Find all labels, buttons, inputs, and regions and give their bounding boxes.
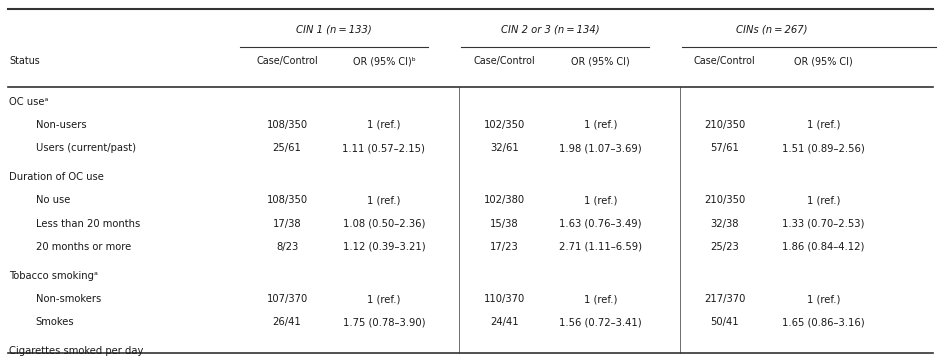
Text: 15/38: 15/38 bbox=[490, 219, 518, 229]
Text: 8/23: 8/23 bbox=[276, 242, 298, 252]
Text: 1.86 (0.84–4.12): 1.86 (0.84–4.12) bbox=[782, 242, 865, 252]
Text: Duration of OC use: Duration of OC use bbox=[9, 172, 104, 182]
Text: 210/350: 210/350 bbox=[704, 120, 745, 130]
Text: 25/23: 25/23 bbox=[710, 242, 739, 252]
Text: 1.12 (0.39–3.21): 1.12 (0.39–3.21) bbox=[343, 242, 425, 252]
Text: Cigarettes smoked per day: Cigarettes smoked per day bbox=[9, 346, 144, 356]
Text: 20 months or more: 20 months or more bbox=[36, 242, 131, 252]
Text: 1 (ref.): 1 (ref.) bbox=[367, 294, 401, 304]
Text: CIN 1 (n = 133): CIN 1 (n = 133) bbox=[296, 24, 372, 34]
Text: CINs (n = 267): CINs (n = 267) bbox=[736, 24, 807, 34]
Text: 1 (ref.): 1 (ref.) bbox=[806, 195, 840, 205]
Text: 17/38: 17/38 bbox=[273, 219, 301, 229]
Text: 1 (ref.): 1 (ref.) bbox=[583, 195, 617, 205]
Text: 1 (ref.): 1 (ref.) bbox=[583, 294, 617, 304]
Text: 57/61: 57/61 bbox=[710, 143, 739, 153]
Text: 1.33 (0.70–2.53): 1.33 (0.70–2.53) bbox=[782, 219, 865, 229]
Text: OR (95% CI): OR (95% CI) bbox=[571, 56, 630, 66]
Text: 110/370: 110/370 bbox=[484, 294, 525, 304]
Text: 1.51 (0.89–2.56): 1.51 (0.89–2.56) bbox=[782, 143, 865, 153]
Text: Smokes: Smokes bbox=[36, 317, 74, 327]
Text: 32/61: 32/61 bbox=[490, 143, 518, 153]
Text: CIN 2 or 3 (n = 134): CIN 2 or 3 (n = 134) bbox=[502, 24, 599, 34]
Text: 107/370: 107/370 bbox=[266, 294, 308, 304]
Text: 1 (ref.): 1 (ref.) bbox=[806, 120, 840, 130]
Text: 1 (ref.): 1 (ref.) bbox=[583, 120, 617, 130]
Text: Less than 20 months: Less than 20 months bbox=[36, 219, 140, 229]
Text: Non-users: Non-users bbox=[36, 120, 87, 130]
Text: No use: No use bbox=[36, 195, 71, 205]
Text: 217/370: 217/370 bbox=[704, 294, 745, 304]
Text: 1.63 (0.76–3.49): 1.63 (0.76–3.49) bbox=[559, 219, 642, 229]
Text: 26/41: 26/41 bbox=[273, 317, 301, 327]
Text: 102/380: 102/380 bbox=[484, 195, 525, 205]
Text: Status: Status bbox=[9, 56, 40, 66]
Text: OR (95% CI)ᵇ: OR (95% CI)ᵇ bbox=[353, 56, 415, 66]
Text: 24/41: 24/41 bbox=[490, 317, 518, 327]
Text: 108/350: 108/350 bbox=[266, 120, 308, 130]
Text: 1 (ref.): 1 (ref.) bbox=[806, 294, 840, 304]
Text: 17/23: 17/23 bbox=[490, 242, 518, 252]
Text: OR (95% CI): OR (95% CI) bbox=[794, 56, 853, 66]
Text: 102/350: 102/350 bbox=[484, 120, 525, 130]
Text: 210/350: 210/350 bbox=[704, 195, 745, 205]
Text: 1 (ref.): 1 (ref.) bbox=[367, 195, 401, 205]
Text: 108/350: 108/350 bbox=[266, 195, 308, 205]
Text: Tobacco smokingᵃ: Tobacco smokingᵃ bbox=[9, 271, 99, 281]
Text: Case/Control: Case/Control bbox=[473, 56, 535, 66]
Text: 50/41: 50/41 bbox=[710, 317, 739, 327]
Text: Users (current/past): Users (current/past) bbox=[36, 143, 136, 153]
Text: 1.08 (0.50–2.36): 1.08 (0.50–2.36) bbox=[343, 219, 425, 229]
Text: 1.56 (0.72–3.41): 1.56 (0.72–3.41) bbox=[559, 317, 642, 327]
Text: 1.75 (0.78–3.90): 1.75 (0.78–3.90) bbox=[343, 317, 425, 327]
Text: 1.65 (0.86–3.16): 1.65 (0.86–3.16) bbox=[782, 317, 865, 327]
Text: Non-smokers: Non-smokers bbox=[36, 294, 101, 304]
Text: 1.11 (0.57–2.15): 1.11 (0.57–2.15) bbox=[343, 143, 425, 153]
Text: OC useᵃ: OC useᵃ bbox=[9, 97, 49, 107]
Text: Case/Control: Case/Control bbox=[694, 56, 756, 66]
Text: 25/61: 25/61 bbox=[273, 143, 301, 153]
Text: 2.71 (1.11–6.59): 2.71 (1.11–6.59) bbox=[559, 242, 642, 252]
Text: Case/Control: Case/Control bbox=[256, 56, 318, 66]
Text: 1 (ref.): 1 (ref.) bbox=[367, 120, 401, 130]
Text: 32/38: 32/38 bbox=[710, 219, 739, 229]
Text: 1.98 (1.07–3.69): 1.98 (1.07–3.69) bbox=[559, 143, 642, 153]
